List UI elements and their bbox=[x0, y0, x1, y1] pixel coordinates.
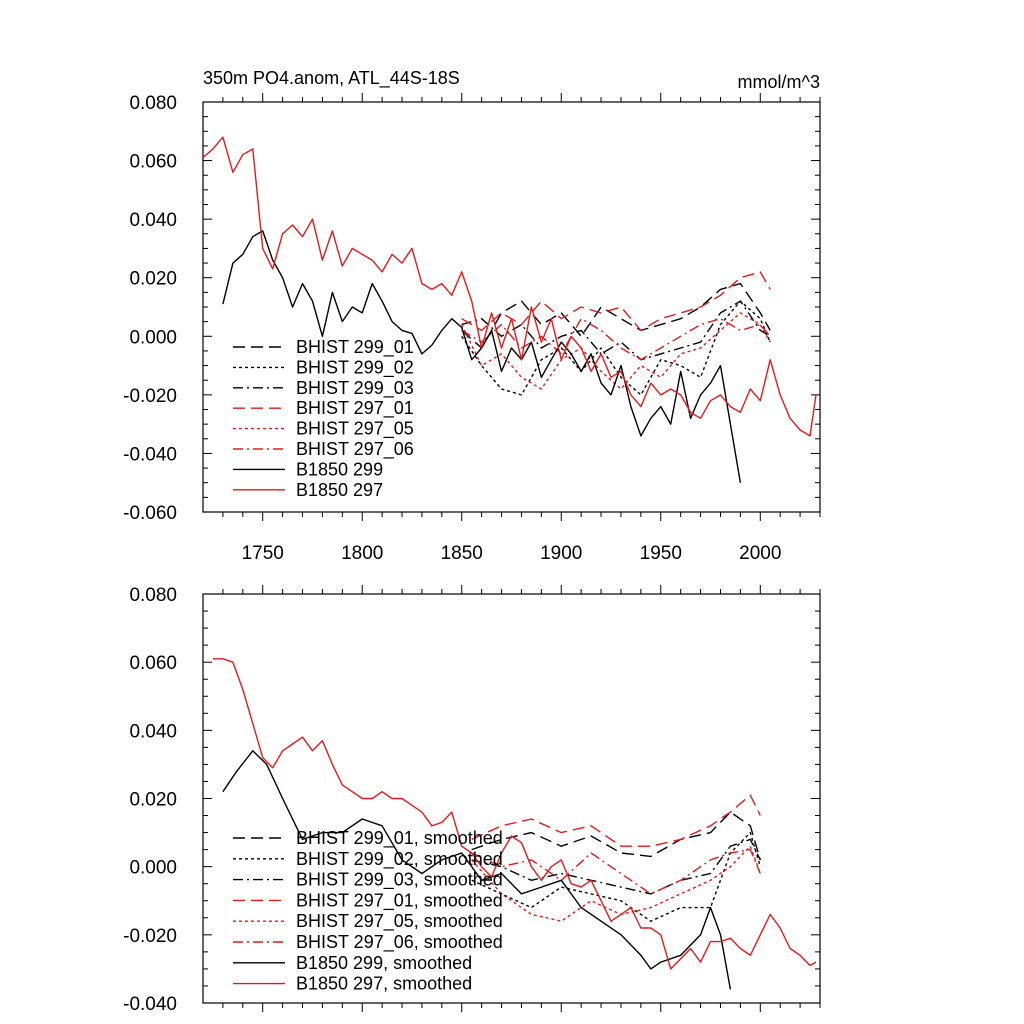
series-line bbox=[461, 312, 771, 390]
y-tick-label: 0.040 bbox=[129, 210, 177, 231]
legend-label: BHIST 297_05, smoothed bbox=[296, 911, 503, 932]
y-tick-label: -0.020 bbox=[123, 926, 177, 947]
y-tick-label: 0.000 bbox=[129, 858, 177, 879]
bottom-panel: -0.040 -0.020 0.000 0.020 0.040 0.060 0.080 BHI… bbox=[123, 585, 821, 1015]
y-tick-label: 0.040 bbox=[129, 721, 177, 742]
y-tick-label: -0.040 bbox=[123, 994, 177, 1015]
legend-label: BHIST 297_01, smoothed bbox=[296, 890, 503, 911]
series-line bbox=[461, 271, 771, 332]
legend-label: B1850 299 bbox=[296, 459, 383, 479]
legend-label: BHIST 297_06 bbox=[296, 439, 414, 460]
legend-label: BHIST 297_06, smoothed bbox=[296, 932, 503, 953]
series-line bbox=[471, 811, 761, 861]
legend-label: BHIST 299_01, smoothed bbox=[296, 828, 503, 849]
series-line bbox=[461, 282, 771, 349]
y-tick-label: 0.060 bbox=[129, 653, 177, 674]
y-tick-label: -0.020 bbox=[123, 386, 177, 407]
top-panel: -0.060 -0.040 -0.020 0.000 0.020 0.040 0.060 0.… bbox=[123, 93, 821, 564]
series-line bbox=[471, 838, 761, 895]
x-tick-label: 1950 bbox=[640, 543, 682, 564]
series-line bbox=[471, 848, 761, 895]
legend-label: BHIST 299_02 bbox=[296, 357, 414, 378]
series-line bbox=[213, 658, 817, 970]
units-label: mmol/m^3 bbox=[738, 72, 820, 92]
legend-label: BHIST 297_05 bbox=[296, 419, 414, 440]
legend-label: BHIST 299_01 bbox=[296, 337, 414, 358]
series-line bbox=[471, 845, 761, 922]
y-tick-label: 0.060 bbox=[129, 152, 177, 173]
y-tick-label: 0.020 bbox=[129, 790, 177, 811]
x-tick-label: 1900 bbox=[540, 543, 582, 564]
series-line bbox=[471, 831, 761, 922]
series-line bbox=[203, 136, 817, 437]
x-tick-label: 2000 bbox=[739, 543, 781, 564]
x-tick-label: 1800 bbox=[341, 543, 383, 564]
series-line bbox=[461, 318, 771, 361]
y-tick-label: -0.040 bbox=[123, 444, 177, 465]
y-tick-label: -0.060 bbox=[123, 503, 177, 524]
y-tick-label: 0.020 bbox=[129, 269, 177, 290]
series-line bbox=[471, 794, 761, 847]
x-tick-label: 1850 bbox=[441, 543, 483, 564]
legend-label: B1850 299, smoothed bbox=[296, 953, 472, 973]
series-line bbox=[461, 300, 771, 396]
y-tick-label: 0.080 bbox=[129, 93, 177, 114]
y-tick-label: 0.000 bbox=[129, 327, 177, 348]
x-tick-label: 1750 bbox=[242, 543, 284, 564]
legend-label: B1850 297, smoothed bbox=[296, 974, 472, 994]
legend-label: B1850 297 bbox=[296, 480, 383, 500]
series-line bbox=[461, 300, 771, 361]
legend-label: BHIST 299_03, smoothed bbox=[296, 870, 503, 891]
chart-title: 350m PO4.anom, ATL_44S-18S bbox=[203, 68, 460, 89]
legend-label: BHIST 299_03 bbox=[296, 378, 414, 399]
y-tick-label: 0.080 bbox=[129, 585, 177, 606]
legend-label: BHIST 297_01 bbox=[296, 398, 414, 419]
legend-label: BHIST 299_02, smoothed bbox=[296, 849, 503, 870]
